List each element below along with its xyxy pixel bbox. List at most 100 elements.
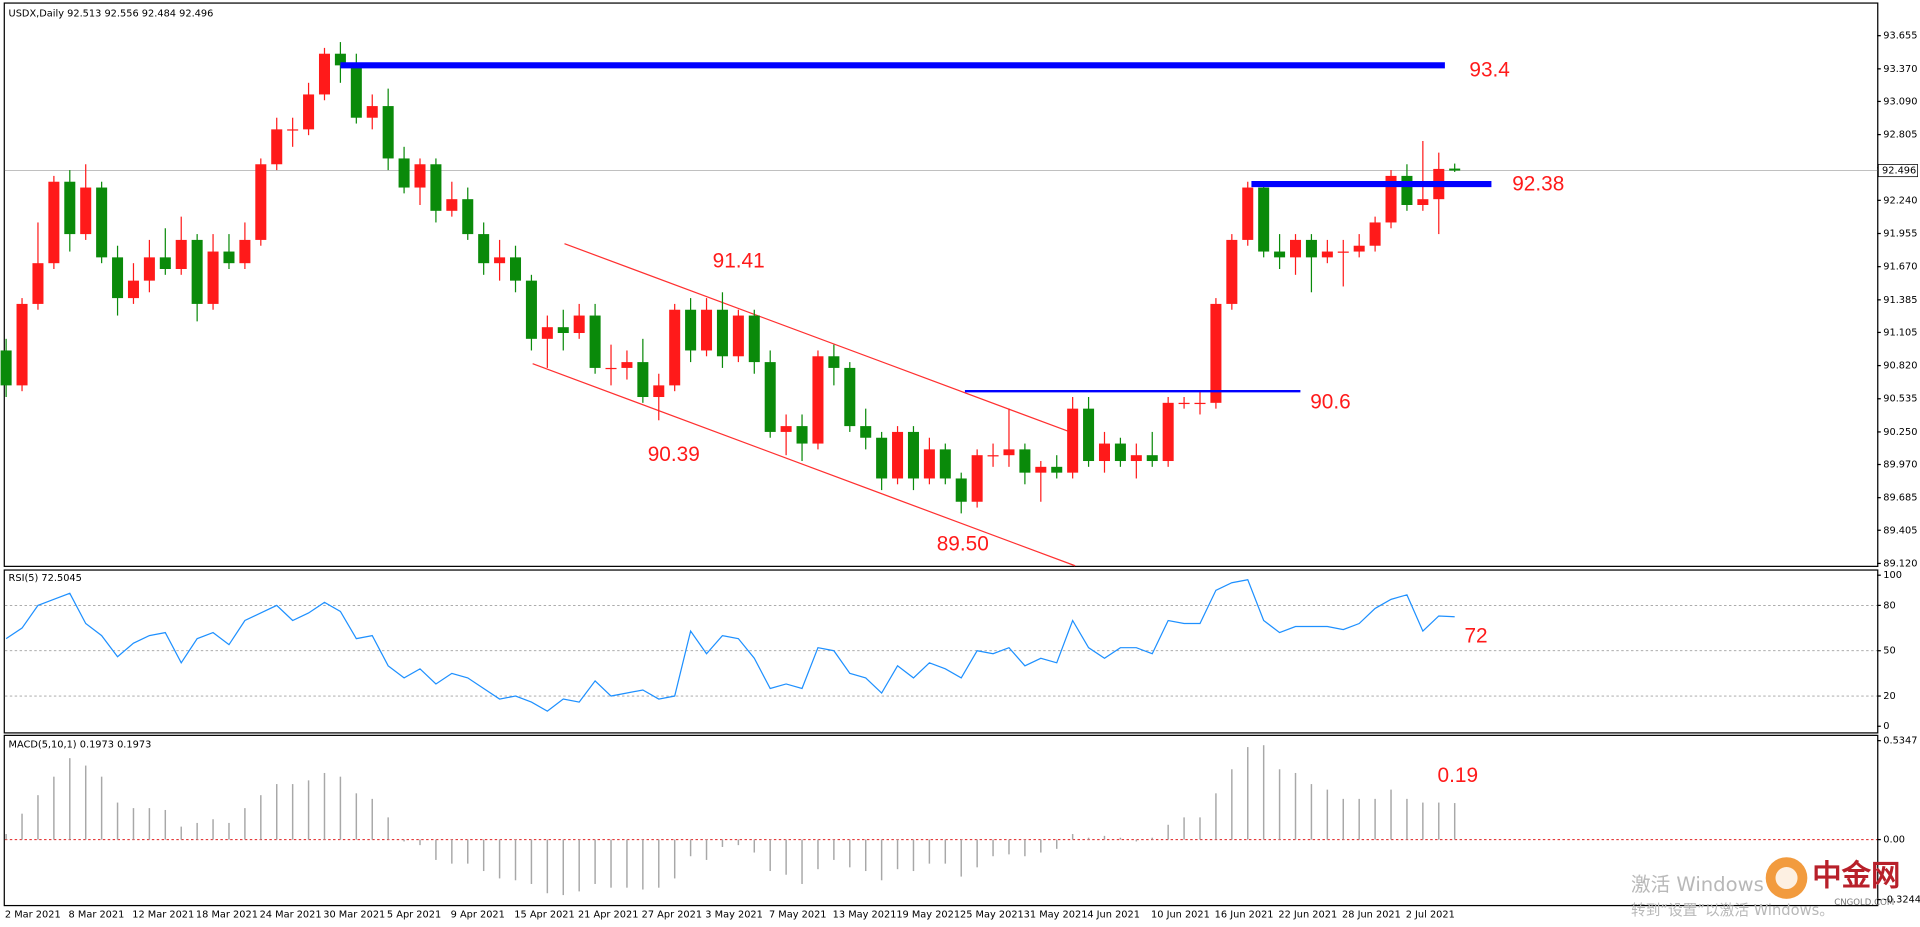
candle-body (1401, 175, 1413, 205)
rsi-title: RSI(5) 72.5045 (9, 573, 82, 584)
y-tick-label: 100 (1883, 570, 1902, 581)
candle-body (1417, 199, 1429, 205)
candle-body (812, 356, 824, 444)
y-tick-label: 80 (1883, 600, 1895, 611)
x-tick-label: 16 Jun 2021 (1215, 910, 1274, 921)
candle-body (1114, 443, 1126, 462)
candle-body (939, 449, 951, 479)
candle-body (127, 280, 139, 299)
candle-body (382, 106, 394, 159)
candle-body (1162, 402, 1174, 462)
candle-body (0, 350, 12, 386)
candle-body (748, 315, 760, 363)
candle-body (732, 315, 744, 357)
candle-body (1130, 455, 1142, 462)
x-tick-label: 21 Apr 2021 (578, 910, 638, 921)
candle-body (1353, 245, 1365, 252)
y-tick-label: 91.955 (1883, 229, 1917, 240)
candle-body (1146, 455, 1158, 462)
candle-body (478, 234, 490, 264)
candle-body (255, 164, 267, 240)
y-tick-label: 90.535 (1883, 394, 1917, 405)
candle-body (48, 181, 60, 264)
candle-body (1019, 449, 1031, 473)
candle-body (1067, 408, 1079, 473)
candle-body (589, 315, 601, 368)
x-tick-label: 7 May 2021 (769, 910, 827, 921)
x-tick-label: 3 May 2021 (705, 910, 763, 921)
candle-body (191, 239, 203, 304)
candle-body (318, 53, 330, 95)
candle-body (1449, 168, 1461, 171)
candle-body (844, 367, 856, 427)
annotation: 72 (1464, 624, 1487, 647)
y-tick-label: 91.385 (1883, 295, 1917, 306)
candle-body (923, 449, 935, 479)
candle-body (557, 327, 569, 334)
watermark-hint: 转到“设置”以激活 Windows。 (1631, 902, 1834, 919)
candle-body (16, 303, 28, 386)
x-tick-label: 2 Jul 2021 (1406, 910, 1455, 921)
candle-body (159, 257, 171, 270)
candle-body (366, 106, 378, 118)
x-tick-label: 13 May 2021 (833, 910, 897, 921)
y-tick-label: 0.00 (1883, 835, 1905, 846)
candle-body (1178, 402, 1190, 405)
candle-body (1274, 251, 1286, 258)
y-tick-label: 90.820 (1883, 361, 1917, 372)
level-label: 90.6 (1310, 390, 1350, 413)
candle-body (510, 257, 522, 281)
candle-body (223, 251, 235, 264)
price-label-box (1878, 164, 1918, 178)
candle-body (716, 309, 728, 357)
candle-body (494, 257, 506, 264)
x-tick-label: 27 Apr 2021 (642, 910, 702, 921)
y-tick-label: 91.105 (1883, 327, 1917, 338)
watermark: 激活 Windows (1631, 873, 1764, 896)
candle-body (621, 362, 633, 368)
candle-body (1226, 239, 1238, 304)
x-tick-label: 15 Apr 2021 (514, 910, 574, 921)
candle-body (907, 431, 919, 479)
candle-body (1290, 239, 1302, 258)
logo-sub: CNGOLD.COM (1834, 898, 1894, 908)
candle-body (637, 362, 649, 398)
logo-icon-inner (1775, 866, 1798, 890)
candle-body (239, 239, 251, 264)
candle-body (1385, 175, 1397, 223)
annotation: 91.41 (713, 250, 765, 273)
main-pane (3, 2, 1879, 567)
candle-body (287, 129, 299, 131)
candle-body (1242, 187, 1254, 240)
x-tick-label: 18 Mar 2021 (196, 910, 258, 921)
candle-body (987, 455, 999, 457)
y-tick-label: 0.5347 (1883, 736, 1917, 747)
candle-body (1035, 466, 1047, 473)
macd-title: MACD(5,10,1) 0.1973 0.1973 (9, 740, 152, 751)
logo: 中金网 (1812, 858, 1900, 892)
y-tick-label: 89.970 (1883, 460, 1917, 471)
candle-body (446, 199, 458, 211)
x-tick-label: 22 Jun 2021 (1278, 910, 1337, 921)
candle-body (1083, 408, 1095, 462)
annotation: 0.19 (1438, 764, 1478, 787)
candle-body (334, 53, 346, 66)
level-label: 92.38 (1512, 172, 1564, 195)
y-tick-label: 93.090 (1883, 96, 1917, 107)
candle-body (525, 280, 537, 339)
candle-body (1369, 222, 1381, 246)
x-tick-label: 12 Mar 2021 (132, 910, 194, 921)
y-tick-label: 89.685 (1883, 493, 1917, 504)
candle-body (32, 263, 44, 304)
x-tick-label: 24 Mar 2021 (260, 910, 322, 921)
candle-body (892, 431, 904, 479)
candle-body (1305, 239, 1317, 258)
y-tick-label: 93.370 (1883, 64, 1917, 75)
rsi-pane (3, 569, 1879, 734)
candle-body (1194, 402, 1206, 405)
candle-body (1258, 187, 1270, 252)
candle-body (350, 65, 362, 118)
x-tick-label: 8 Mar 2021 (69, 910, 125, 921)
